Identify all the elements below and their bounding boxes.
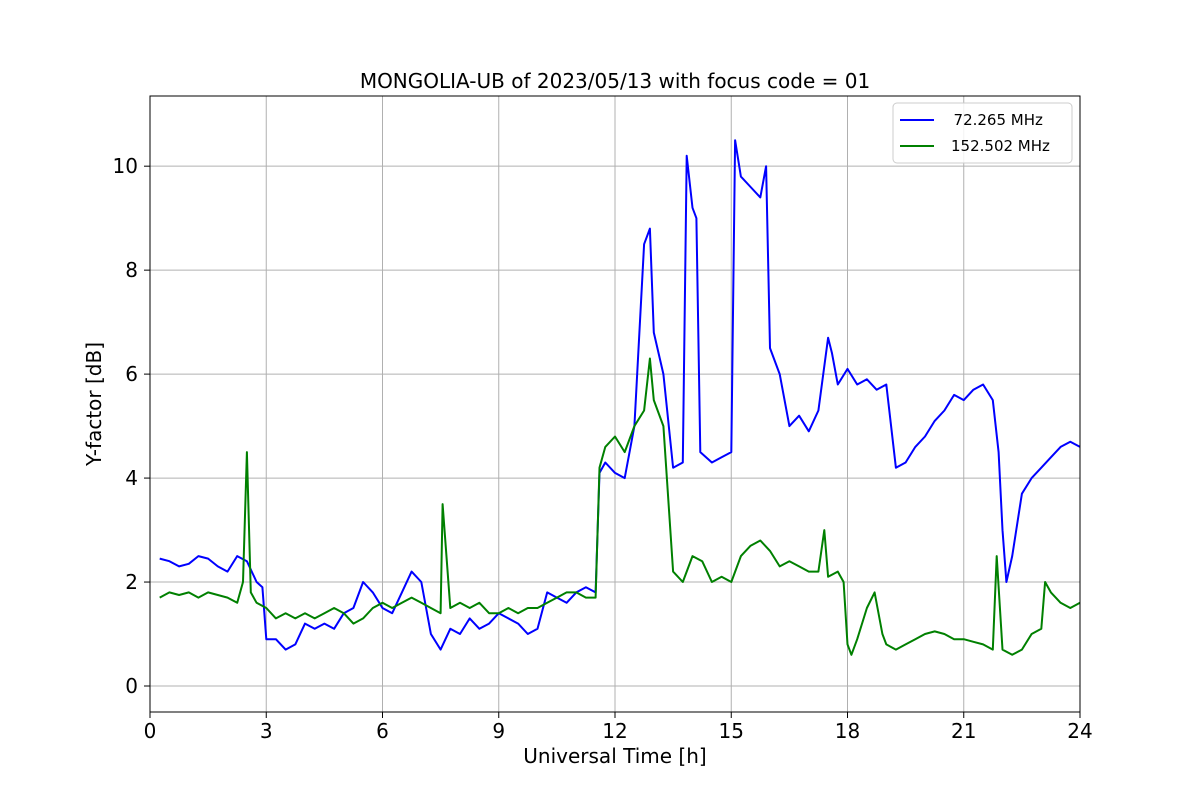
legend-label-72mhz: 72.265 MHz [944,111,1043,129]
chart-title: MONGOLIA-UB of 2023/05/13 with focus cod… [360,69,870,93]
legend: 72.265 MHz 152.502 MHz [892,102,1073,164]
series-line-152mhz [159,357,1081,656]
y-tick-label: 4 [125,466,138,490]
x-tick-label: 0 [144,719,157,743]
y-tick-label: 8 [125,258,138,282]
x-tick-label: 3 [260,719,273,743]
x-tick-label: 9 [492,719,505,743]
y-tick-label: 2 [125,570,138,594]
legend-label-152mhz: 152.502 MHz [951,137,1050,155]
x-axis-ticks: 0 3 6 9 12 15 18 21 24 [144,712,1093,743]
x-tick-label: 18 [835,719,860,743]
x-tick-label: 12 [602,719,627,743]
y-tick-label: 10 [113,154,138,178]
x-axis-label: Universal Time [h] [523,744,706,768]
y-axis-ticks: 0 2 4 6 8 10 [113,154,150,698]
series-line-72mhz [159,139,1081,651]
series-layer [159,139,1081,656]
x-tick-label: 24 [1067,719,1092,743]
legend-box [892,102,1073,164]
x-tick-label: 15 [719,719,744,743]
x-tick-label: 6 [376,719,389,743]
y-tick-label: 6 [125,362,138,386]
y-axis-label: Y-factor [dB] [82,342,106,467]
x-tick-label: 21 [951,719,976,743]
y-tick-label: 0 [125,674,138,698]
